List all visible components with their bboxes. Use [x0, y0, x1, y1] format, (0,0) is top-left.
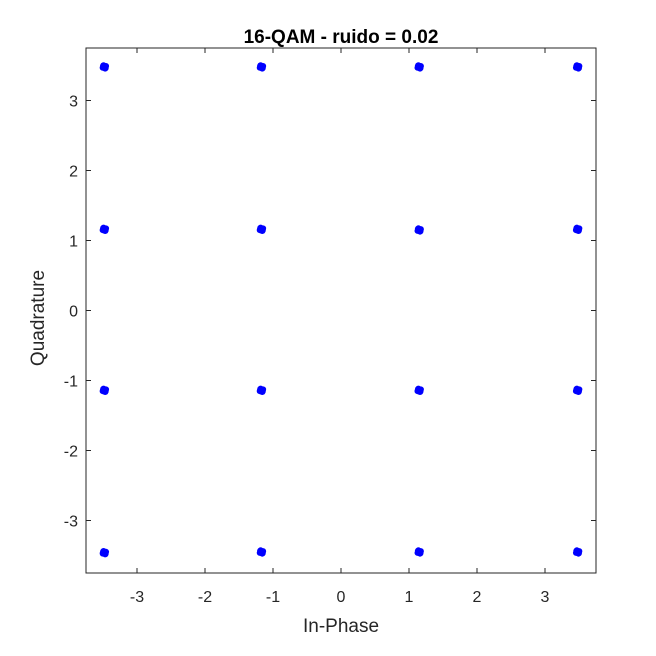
data-point — [99, 62, 110, 72]
y-tick-label: 1 — [69, 234, 78, 251]
data-point — [414, 547, 424, 557]
x-tick-label: 1 — [405, 589, 414, 606]
axes-background — [86, 48, 596, 573]
x-tick-label: -3 — [130, 589, 144, 606]
x-axis-label: In-Phase — [303, 616, 379, 637]
points-layer — [99, 62, 583, 558]
data-point — [572, 547, 583, 557]
x-tick-label: 0 — [337, 589, 346, 606]
y-tick-label: -3 — [64, 514, 78, 531]
data-point — [99, 224, 110, 234]
x-tick-label: -2 — [198, 589, 212, 606]
data-point — [99, 548, 110, 558]
data-point — [572, 62, 583, 72]
data-point — [256, 224, 267, 234]
x-tick-label: 3 — [541, 589, 550, 606]
data-point — [414, 62, 424, 72]
y-tick-label: 2 — [69, 164, 78, 181]
y-tick-label: 0 — [69, 304, 78, 321]
data-point — [256, 385, 267, 395]
y-tick-label: 3 — [69, 94, 78, 111]
data-point — [256, 62, 267, 72]
y-tick-label: -2 — [64, 444, 78, 461]
y-tick-label: -1 — [64, 374, 78, 391]
data-point — [414, 225, 424, 235]
y-axis-label: Quadrature — [28, 270, 49, 366]
chart-title: 16-QAM - ruido = 0.02 — [244, 27, 439, 48]
data-point — [414, 385, 424, 395]
x-tick-label: -1 — [266, 589, 280, 606]
data-point — [99, 385, 110, 395]
data-point — [572, 385, 583, 395]
data-point — [256, 547, 267, 557]
x-ticks: -3 -2 -1 0 1 2 3 — [130, 48, 550, 606]
data-point — [572, 224, 583, 234]
y-ticks: -3 -2 -1 0 1 2 3 — [64, 94, 596, 531]
plot-area — [86, 48, 596, 573]
x-tick-label: 2 — [473, 589, 482, 606]
